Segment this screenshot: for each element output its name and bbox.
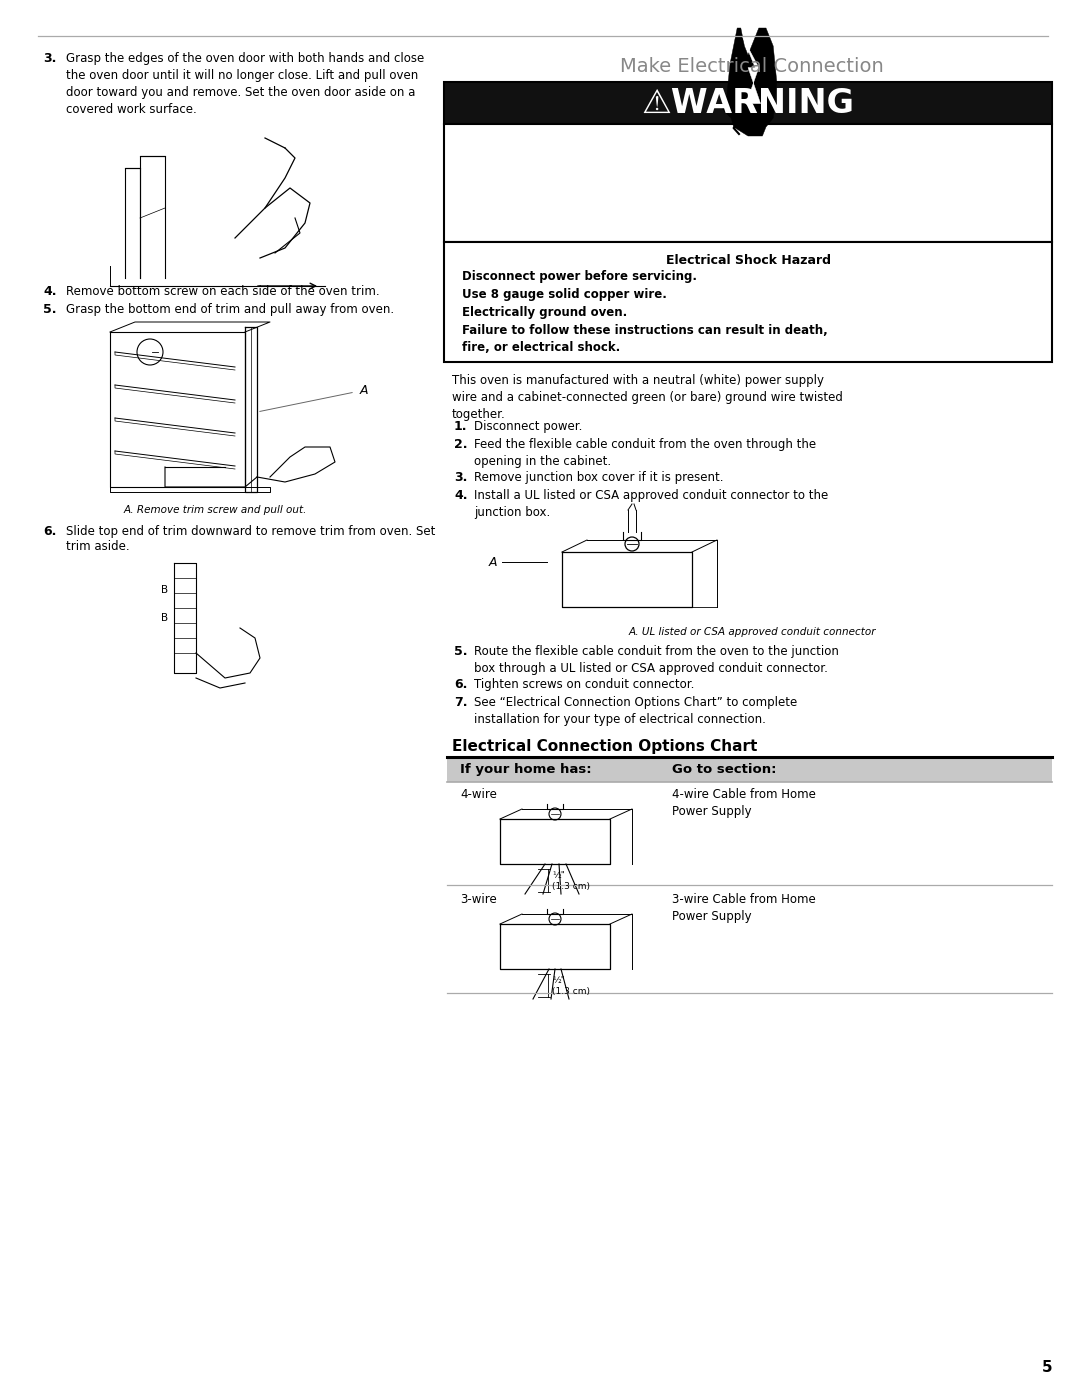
Text: Remove bottom screw on each side of the oven trim.: Remove bottom screw on each side of the … <box>66 285 380 298</box>
Text: 4.: 4. <box>43 285 56 298</box>
Text: ⚠WARNING: ⚠WARNING <box>642 87 854 120</box>
Text: Failure to follow these instructions can result in death,
fire, or electrical sh: Failure to follow these instructions can… <box>462 324 827 353</box>
Text: Tighten screws on conduit connector.: Tighten screws on conduit connector. <box>474 678 694 692</box>
Text: Go to section:: Go to section: <box>672 763 777 775</box>
Text: See “Electrical Connection Options Chart” to complete
installation for your type: See “Electrical Connection Options Chart… <box>474 696 797 726</box>
Polygon shape <box>743 36 760 103</box>
Text: This oven is manufactured with a neutral (white) power supply
wire and a cabinet: This oven is manufactured with a neutral… <box>453 374 842 420</box>
Text: ½"
(1.3 cm): ½" (1.3 cm) <box>552 975 590 996</box>
Text: Slide top end of trim downward to remove trim from oven. Set
trim aside.: Slide top end of trim downward to remove… <box>66 525 435 553</box>
Text: 6.: 6. <box>454 678 468 692</box>
Bar <box>444 242 1052 362</box>
Text: 3.: 3. <box>43 52 56 66</box>
Text: 4-wire Cable from Home
Power Supply: 4-wire Cable from Home Power Supply <box>672 788 815 819</box>
Text: 6.: 6. <box>43 525 56 538</box>
Text: 3-wire: 3-wire <box>460 893 497 907</box>
Text: 3-wire Cable from Home
Power Supply: 3-wire Cable from Home Power Supply <box>672 893 815 923</box>
Text: 5.: 5. <box>454 645 468 658</box>
Text: Use 8 gauge solid copper wire.: Use 8 gauge solid copper wire. <box>462 288 666 300</box>
Text: B: B <box>161 613 168 623</box>
Text: Route the flexible cable conduit from the oven to the junction
box through a UL : Route the flexible cable conduit from th… <box>474 645 839 675</box>
Text: Disconnect power.: Disconnect power. <box>474 420 582 433</box>
Text: Feed the flexible cable conduit from the oven through the
opening in the cabinet: Feed the flexible cable conduit from the… <box>474 439 816 468</box>
Text: 5: 5 <box>1041 1361 1052 1375</box>
Text: Remove junction box cover if it is present.: Remove junction box cover if it is prese… <box>474 471 724 483</box>
Text: B: B <box>161 585 168 595</box>
Text: 1.: 1. <box>454 420 468 433</box>
Text: A: A <box>488 556 497 569</box>
Text: Grasp the bottom end of trim and pull away from oven.: Grasp the bottom end of trim and pull aw… <box>66 303 394 316</box>
Bar <box>447 759 1052 782</box>
Text: A: A <box>360 384 368 397</box>
Text: A. UL listed or CSA approved conduit connector: A. UL listed or CSA approved conduit con… <box>629 627 876 637</box>
Text: 3.: 3. <box>454 471 468 483</box>
Bar <box>444 124 1052 242</box>
Text: 4-wire: 4-wire <box>460 788 497 800</box>
Text: 4.: 4. <box>454 489 468 502</box>
Text: Install a UL listed or CSA approved conduit connector to the
junction box.: Install a UL listed or CSA approved cond… <box>474 489 828 520</box>
Text: Electrical Connection Options Chart: Electrical Connection Options Chart <box>453 739 757 754</box>
Text: 7.: 7. <box>454 696 468 710</box>
Text: Disconnect power before servicing.: Disconnect power before servicing. <box>462 270 697 284</box>
Text: 5.: 5. <box>43 303 56 316</box>
Text: A. Remove trim screw and pull out.: A. Remove trim screw and pull out. <box>123 504 307 515</box>
Bar <box>444 82 1052 124</box>
Text: ½"
(1.3 cm): ½" (1.3 cm) <box>552 870 590 890</box>
Text: Electrical Shock Hazard: Electrical Shock Hazard <box>665 254 831 267</box>
Text: Grasp the edges of the oven door with both hands and close
the oven door until i: Grasp the edges of the oven door with bo… <box>66 52 424 116</box>
Polygon shape <box>727 28 777 136</box>
Text: 2.: 2. <box>454 439 468 451</box>
Text: Make Electrical Connection: Make Electrical Connection <box>620 57 883 75</box>
Text: If your home has:: If your home has: <box>460 763 592 775</box>
Text: Electrically ground oven.: Electrically ground oven. <box>462 306 627 319</box>
